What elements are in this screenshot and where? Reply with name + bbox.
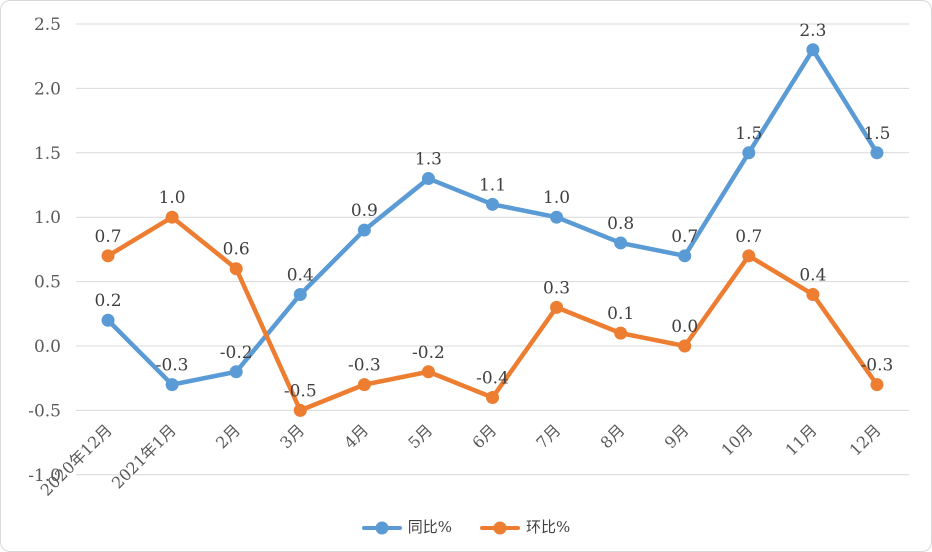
data-point-marker-0: [742, 146, 756, 160]
data-label-1: 1.0: [159, 188, 186, 208]
x-axis-tick-label: 12月: [846, 420, 885, 459]
x-axis-tick-label: 7月: [532, 420, 564, 452]
legend-item-huanbi: 环比%: [480, 520, 570, 535]
legend-item-tongbi: 同比%: [361, 518, 452, 536]
data-point-marker-0: [486, 197, 499, 211]
y-axis-tick-label: 1.5: [34, 144, 61, 164]
data-point-marker-1: [486, 391, 499, 405]
data-point-marker-1: [357, 378, 371, 392]
data-label-0: 0.7: [671, 227, 698, 247]
data-label-0: -0.2: [220, 343, 253, 363]
data-point-marker-0: [101, 313, 115, 327]
data-label-1: -0.4: [476, 369, 509, 389]
data-point-marker-1: [165, 210, 179, 224]
data-label-0: 1.1: [479, 175, 506, 195]
data-point-marker-0: [678, 249, 692, 263]
data-point-marker-0: [165, 378, 179, 392]
data-point-marker-1: [550, 300, 564, 314]
data-point-marker-1: [742, 249, 756, 263]
x-axis-tick-label: 4月: [340, 420, 372, 452]
huanbi-line-marker-icon: [480, 525, 520, 530]
data-point-marker-1: [806, 287, 820, 301]
data-label-1: 0.7: [95, 227, 122, 247]
y-axis-tick-label: 2.0: [34, 79, 61, 99]
data-label-0: -0.3: [156, 356, 189, 376]
data-point-marker-0: [550, 210, 564, 224]
data-label-1: 0.4: [799, 265, 826, 285]
data-point-marker-1: [870, 378, 884, 392]
data-point-marker-0: [614, 236, 628, 250]
data-label-0: 0.2: [95, 291, 122, 311]
legend: 同比% 环比%: [1, 520, 931, 535]
x-axis-tick-label: 6月: [468, 420, 500, 452]
data-point-marker-1: [293, 403, 307, 417]
x-axis-tick-label: 10月: [717, 420, 756, 459]
y-axis-tick-label: 1.0: [34, 208, 61, 228]
y-axis-tick-label: 2.5: [34, 15, 61, 35]
data-label-1: 0.7: [735, 227, 762, 247]
data-label-0: 1.5: [863, 124, 890, 144]
y-axis-tick-label: -1.0: [28, 466, 61, 486]
data-label-1: 0.3: [543, 278, 570, 298]
data-point-marker-1: [614, 326, 628, 340]
x-axis-tick-label: 11月: [782, 420, 821, 459]
data-label-1: 0.1: [607, 304, 634, 324]
data-label-0: 1.0: [543, 188, 570, 208]
data-label-1: -0.3: [861, 356, 894, 376]
data-label-1: -0.2: [412, 343, 445, 363]
data-point-marker-1: [101, 249, 115, 263]
data-label-0: 0.8: [607, 214, 634, 234]
data-label-0: 0.4: [287, 265, 314, 285]
data-point-marker-0: [357, 223, 371, 237]
data-point-marker-0: [229, 365, 243, 379]
data-label-0: 2.3: [799, 21, 826, 41]
data-label-1: 0.6: [223, 240, 250, 260]
data-label-1: -0.5: [284, 381, 317, 401]
legend-label-huanbi: 环比%: [526, 518, 571, 536]
data-label-0: 1.5: [735, 124, 762, 144]
x-axis-tick-label: 2021年1月: [108, 420, 180, 492]
y-axis-tick-label: -0.5: [28, 401, 61, 421]
data-label-1: 0.0: [671, 317, 698, 337]
data-point-marker-0: [293, 287, 307, 301]
y-axis-tick-label: 0.5: [34, 273, 61, 293]
data-point-marker-1: [678, 339, 692, 353]
data-label-1: -0.3: [348, 356, 381, 376]
x-axis-tick-label: 9月: [661, 420, 693, 452]
data-point-marker-0: [806, 43, 820, 57]
tongbi-line-marker-icon: [361, 525, 402, 530]
data-point-marker-0: [870, 146, 884, 160]
x-axis-tick-label: 2020年12月: [37, 420, 116, 499]
data-label-0: 0.9: [351, 201, 378, 221]
y-axis-tick-label: 0.0: [34, 337, 61, 357]
data-label-0: 1.3: [415, 150, 442, 170]
x-axis-tick-label: 2月: [212, 420, 244, 452]
data-point-marker-0: [421, 172, 435, 186]
x-axis-tick-label: 3月: [276, 420, 308, 452]
x-axis-tick-label: 8月: [597, 420, 629, 452]
legend-label-tongbi: 同比%: [407, 518, 452, 536]
x-axis-tick-label: 5月: [404, 420, 436, 452]
data-point-marker-1: [421, 365, 435, 379]
data-point-marker-1: [229, 262, 243, 276]
